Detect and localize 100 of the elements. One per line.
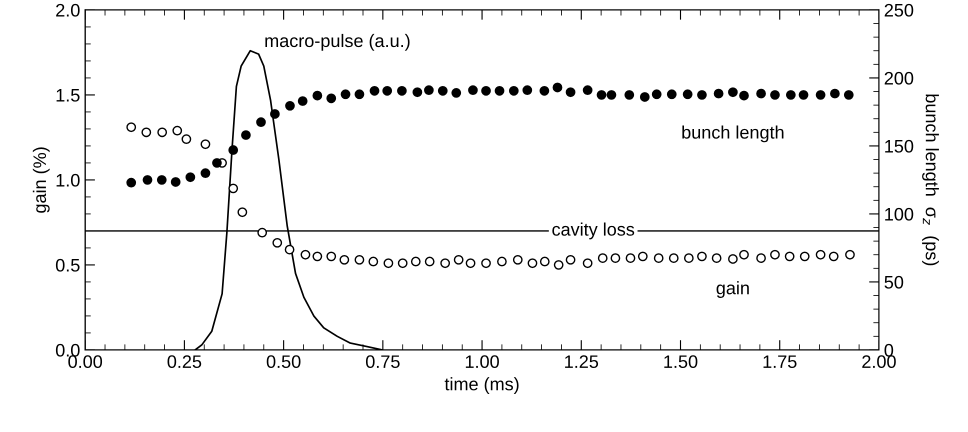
point (172, 126, 182, 136)
point (312, 252, 322, 262)
point (157, 127, 168, 138)
point (200, 168, 210, 178)
point (598, 253, 608, 263)
point (528, 258, 538, 268)
y2-tick-label: 100 (885, 208, 914, 221)
y-tick-label: 1.0 (56, 174, 80, 187)
point (424, 85, 434, 96)
point (494, 86, 504, 96)
point (830, 88, 840, 98)
point (237, 207, 248, 218)
point (566, 254, 576, 265)
point (770, 90, 780, 100)
point (668, 253, 679, 263)
point (845, 250, 855, 260)
point (354, 89, 364, 100)
x-tick-label: 1.50 (664, 355, 698, 368)
point (728, 87, 738, 98)
y2-tick-label: 200 (884, 72, 914, 85)
point (339, 254, 350, 265)
point (714, 88, 724, 98)
x-tick-label: 0.75 (366, 355, 400, 368)
y-tick-label: 2.0 (56, 4, 80, 17)
y2-tick-label: 250 (884, 4, 914, 17)
point (256, 117, 266, 127)
point (326, 93, 336, 104)
point (298, 96, 308, 106)
point (554, 260, 564, 270)
point (468, 85, 478, 96)
point (684, 253, 694, 263)
point (712, 253, 722, 263)
point (170, 177, 181, 187)
point (654, 253, 664, 263)
point (784, 252, 795, 262)
point (300, 250, 310, 260)
point (697, 90, 707, 100)
x-tick-label: 1.75 (764, 355, 797, 368)
y2-tick-label: 50 (884, 276, 904, 289)
point (398, 258, 408, 268)
point (340, 89, 350, 100)
point (368, 256, 378, 266)
point (354, 254, 364, 265)
point (638, 252, 648, 262)
point (828, 252, 839, 262)
point (512, 254, 523, 265)
point (284, 244, 294, 254)
point (728, 254, 738, 264)
point (508, 86, 519, 96)
point (816, 250, 826, 260)
point (756, 88, 766, 98)
point (410, 256, 421, 266)
point (566, 87, 576, 98)
point (185, 172, 196, 182)
point (582, 258, 592, 268)
point (212, 158, 222, 168)
point (481, 258, 491, 268)
point (270, 109, 280, 119)
point (770, 250, 780, 260)
point (126, 178, 136, 188)
point (739, 90, 749, 100)
y2-tick-label: 150 (885, 140, 914, 153)
point (652, 89, 662, 100)
point (438, 86, 448, 96)
point (312, 90, 322, 100)
x-tick-label: 1.25 (565, 355, 598, 368)
y2-axis-title: bunch length σ$_{z}$ (ps) (922, 94, 939, 266)
point (816, 90, 826, 100)
point (454, 254, 464, 265)
x-tick-label: 2.00 (862, 355, 896, 368)
y-tick-label: 1.5 (56, 89, 80, 102)
point (682, 89, 693, 100)
point (451, 88, 462, 98)
series-label: bunch length (682, 125, 784, 142)
point (786, 90, 796, 100)
point (142, 175, 152, 185)
point (610, 253, 620, 263)
point (540, 86, 550, 96)
point (497, 256, 507, 266)
point (182, 134, 192, 144)
point (481, 86, 491, 96)
point (697, 252, 707, 262)
point (626, 253, 636, 263)
x-tick-label: 0.50 (266, 355, 300, 368)
point (739, 250, 749, 260)
point (800, 252, 810, 262)
point (141, 127, 152, 138)
point (466, 258, 476, 268)
point (285, 100, 295, 111)
point (640, 92, 650, 102)
point (241, 130, 251, 140)
point (257, 228, 268, 238)
point (326, 252, 336, 262)
x-tick-label: 0.25 (168, 355, 202, 368)
point (666, 89, 677, 100)
ref-line-label: cavity loss (552, 222, 634, 240)
point (126, 122, 136, 132)
point (156, 175, 167, 185)
point (424, 256, 435, 266)
point (596, 90, 606, 100)
